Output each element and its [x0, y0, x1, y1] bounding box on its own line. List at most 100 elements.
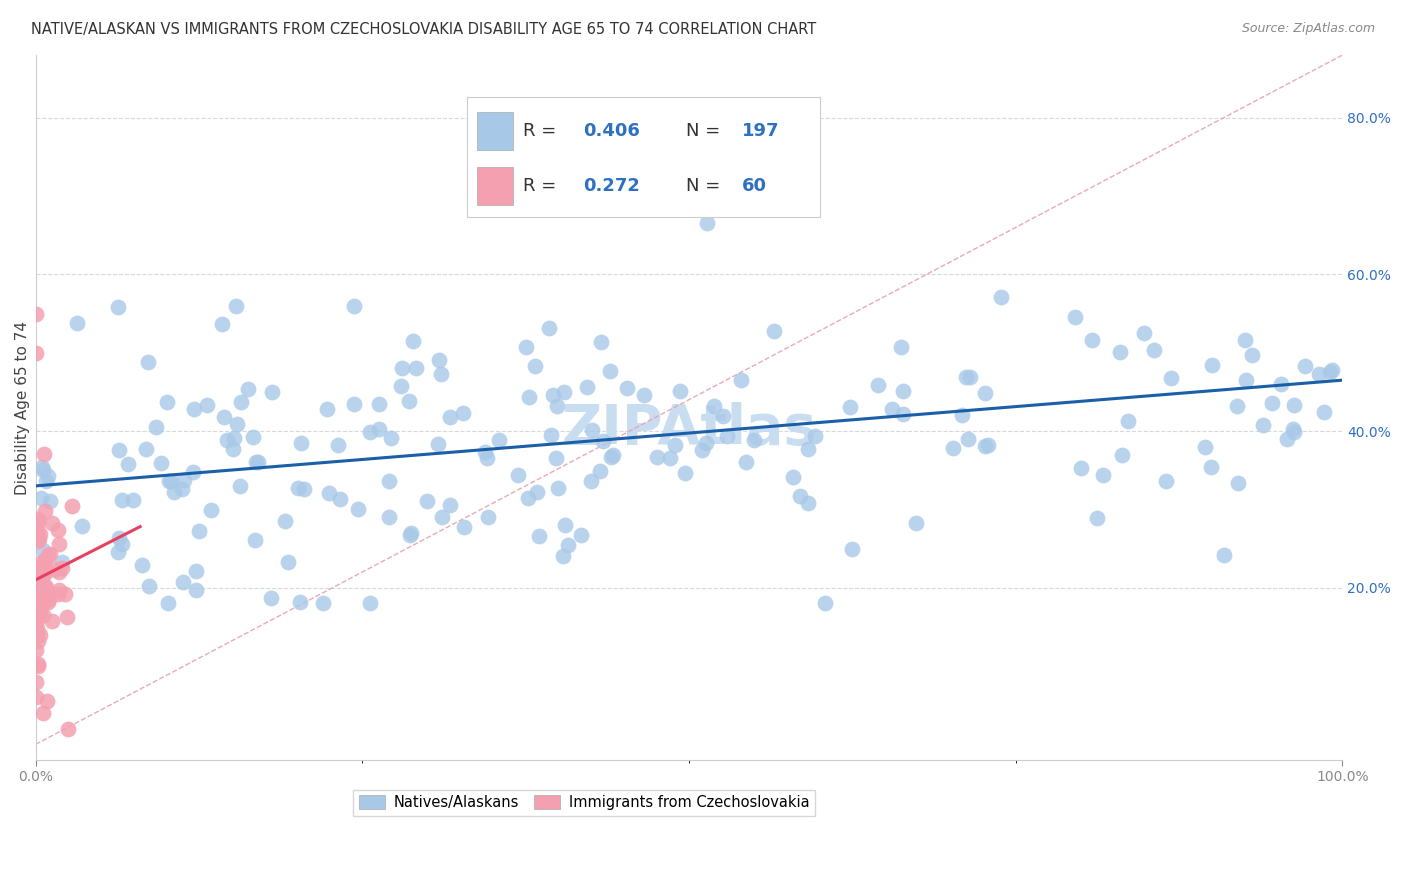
Point	[131, 558, 153, 573]
Point	[711, 409, 734, 423]
Point	[156, 596, 179, 610]
Point	[107, 442, 129, 457]
Point	[439, 498, 461, 512]
Point	[107, 544, 129, 558]
Point	[675, 466, 697, 480]
Text: Source: ZipAtlas.com: Source: ZipAtlas.com	[1241, 22, 1375, 36]
Point	[25, 524, 48, 538]
Point	[1234, 373, 1257, 387]
Point	[41, 516, 63, 531]
Point	[1261, 396, 1284, 410]
Point	[475, 451, 498, 466]
Point	[866, 377, 889, 392]
Point	[51, 560, 73, 574]
Point	[46, 523, 69, 537]
Point	[32, 569, 55, 583]
Point	[1308, 368, 1330, 382]
Point	[31, 460, 53, 475]
Point	[1133, 326, 1156, 341]
Point	[589, 464, 612, 478]
Point	[48, 582, 70, 597]
Point	[211, 317, 233, 331]
Point	[37, 694, 59, 708]
Point	[716, 429, 738, 443]
Point	[633, 388, 655, 402]
Point	[39, 547, 62, 561]
Point	[24, 559, 46, 574]
Point	[28, 628, 51, 642]
Point	[277, 555, 299, 569]
Point	[416, 494, 439, 508]
Point	[315, 402, 337, 417]
Point	[990, 290, 1012, 304]
Point	[523, 359, 546, 373]
Point	[430, 509, 453, 524]
Point	[215, 434, 238, 448]
Point	[1282, 425, 1305, 439]
Point	[25, 307, 48, 321]
Point	[111, 537, 134, 551]
Point	[37, 595, 59, 609]
Point	[664, 438, 686, 452]
Point	[1226, 400, 1249, 414]
Point	[170, 482, 193, 496]
Point	[136, 355, 159, 369]
Point	[222, 442, 245, 456]
Point	[35, 564, 58, 578]
Point	[1240, 348, 1263, 362]
Point	[1108, 345, 1130, 359]
Point	[839, 400, 862, 414]
Point	[44, 562, 66, 576]
Point	[669, 384, 692, 398]
Point	[554, 517, 576, 532]
Point	[488, 433, 510, 447]
Point	[31, 575, 53, 590]
Point	[294, 483, 316, 497]
Point	[515, 340, 537, 354]
Point	[56, 722, 79, 736]
Point	[39, 493, 62, 508]
Point	[592, 434, 614, 448]
Point	[25, 621, 48, 635]
Point	[1227, 476, 1250, 491]
Text: ZIPAtlas: ZIPAtlas	[561, 401, 817, 456]
Point	[569, 527, 592, 541]
Point	[28, 533, 51, 547]
Point	[359, 596, 381, 610]
Point	[343, 396, 366, 410]
Point	[1313, 405, 1336, 419]
Point	[28, 594, 51, 608]
Point	[224, 432, 246, 446]
Point	[229, 479, 252, 493]
Point	[389, 378, 412, 392]
Point	[508, 468, 530, 483]
Point	[24, 561, 46, 575]
Point	[242, 430, 264, 444]
Point	[1118, 414, 1140, 428]
Point	[157, 474, 180, 488]
Point	[32, 447, 55, 461]
Point	[135, 442, 157, 457]
Point	[703, 399, 725, 413]
Point	[540, 427, 562, 442]
Point	[974, 439, 997, 453]
Point	[27, 533, 49, 548]
Point	[27, 511, 49, 525]
Point	[557, 538, 579, 552]
Point	[402, 334, 425, 348]
Point	[32, 607, 55, 622]
Point	[405, 361, 427, 376]
Point	[1275, 432, 1298, 446]
Point	[27, 528, 49, 542]
Point	[537, 320, 560, 334]
Point	[56, 610, 79, 624]
Point	[24, 643, 46, 657]
Point	[692, 443, 714, 458]
Point	[890, 340, 912, 354]
Point	[27, 657, 49, 671]
Point	[138, 580, 160, 594]
Point	[28, 563, 51, 577]
Point	[32, 463, 55, 477]
Point	[274, 514, 297, 528]
Point	[28, 526, 51, 541]
